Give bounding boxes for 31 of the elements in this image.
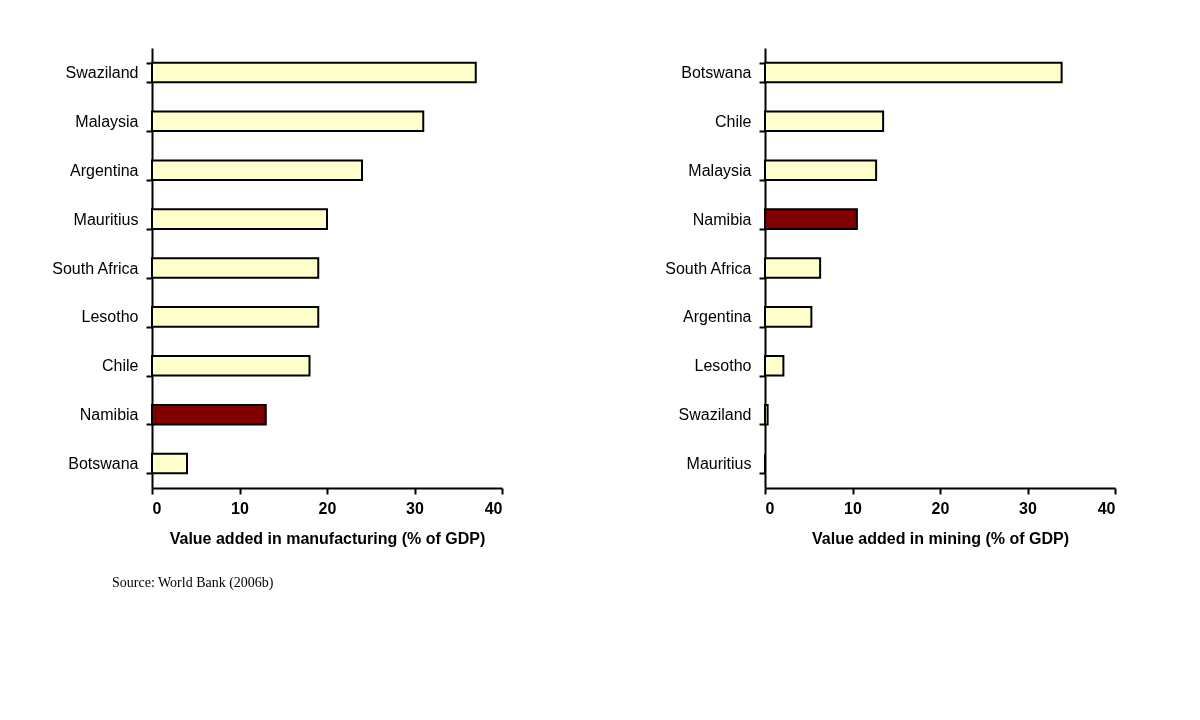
y-tick-label: Swaziland [65,63,139,81]
x-axis-title: Value added in manufacturing (% of GDP) [169,529,486,547]
y-tick-label: Argentina [70,161,139,179]
x-tick-label: 10 [844,499,862,517]
y-tick-label: Botswana [681,63,752,81]
y-tick-label: Lesotho [81,308,139,326]
x-tick-label: 30 [1019,499,1037,517]
y-tick-label: Chile [715,112,752,130]
y-tick-label: South Africa [52,259,139,277]
x-tick-label: 10 [231,499,249,517]
x-tick-label: 40 [1097,499,1116,517]
y-tick-label: Malaysia [75,112,139,130]
y-tick-label: Namibia [692,210,752,228]
x-tick-label: 40 [484,499,503,517]
x-axis-title: Value added in mining (% of GDP) [812,529,1069,547]
x-tick-label: 0 [152,499,162,517]
x-tick-label: 0 [765,499,775,517]
y-tick-label: Malaysia [688,161,752,179]
y-tick-label: South Africa [665,259,752,277]
y-tick-label: Namibia [79,406,139,424]
y-tick-label: Chile [102,357,139,375]
y-tick-label: Mauritius [73,210,139,228]
y-tick-label: Swaziland [678,406,752,424]
source-note: Source: World Bank (2006b) [112,575,274,591]
x-tick-label: 30 [406,499,424,517]
y-tick-label: Lesotho [694,357,752,375]
y-tick-label: Mauritius [686,455,752,473]
y-tick-label: Botswana [68,455,139,473]
x-tick-label: 20 [318,499,337,517]
y-tick-label: Argentina [683,308,752,326]
x-tick-label: 20 [931,499,950,517]
